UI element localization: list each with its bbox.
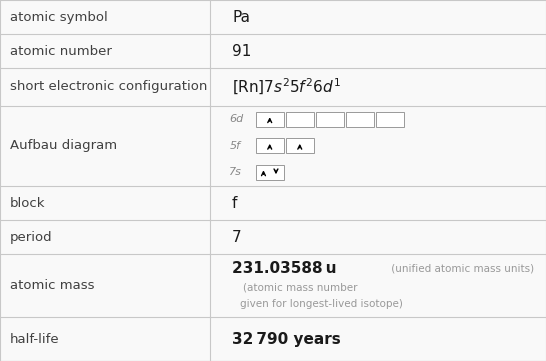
Text: 91: 91 [232, 44, 251, 59]
Text: atomic symbol: atomic symbol [10, 10, 108, 23]
Text: short electronic configuration: short electronic configuration [10, 81, 207, 93]
Text: 5f: 5f [229, 141, 240, 151]
Bar [256, 138, 284, 153]
Bar [256, 165, 284, 180]
Bar [286, 138, 314, 153]
Text: given for longest-lived isotope): given for longest-lived isotope) [240, 300, 403, 309]
Text: (atomic mass number: (atomic mass number [243, 283, 358, 292]
Text: period: period [10, 231, 52, 244]
Text: (unified atomic mass units): (unified atomic mass units) [388, 263, 534, 273]
Bar [376, 112, 404, 127]
Text: 7s: 7s [229, 167, 242, 177]
Text: $\mathrm{[Rn]7}s^{\mathrm{2}}\mathrm{5}f^{\mathrm{2}}\mathrm{6}d^{\mathrm{1}}$: $\mathrm{[Rn]7}s^{\mathrm{2}}\mathrm{5}f… [232, 77, 341, 97]
Text: 231.03588 u: 231.03588 u [232, 261, 336, 275]
Text: half-life: half-life [10, 332, 60, 345]
Bar [256, 112, 284, 127]
Bar [346, 112, 374, 127]
Text: atomic number: atomic number [10, 45, 112, 58]
Text: 7: 7 [232, 230, 242, 245]
Text: Aufbau diagram: Aufbau diagram [10, 139, 117, 152]
Text: f: f [232, 196, 238, 210]
Text: block: block [10, 196, 45, 210]
Bar [286, 112, 314, 127]
Text: 32 790 years: 32 790 years [232, 331, 341, 347]
Text: atomic mass: atomic mass [10, 279, 94, 292]
Text: 6d: 6d [229, 114, 244, 124]
Text: Pa: Pa [232, 10, 250, 25]
Bar [316, 112, 344, 127]
